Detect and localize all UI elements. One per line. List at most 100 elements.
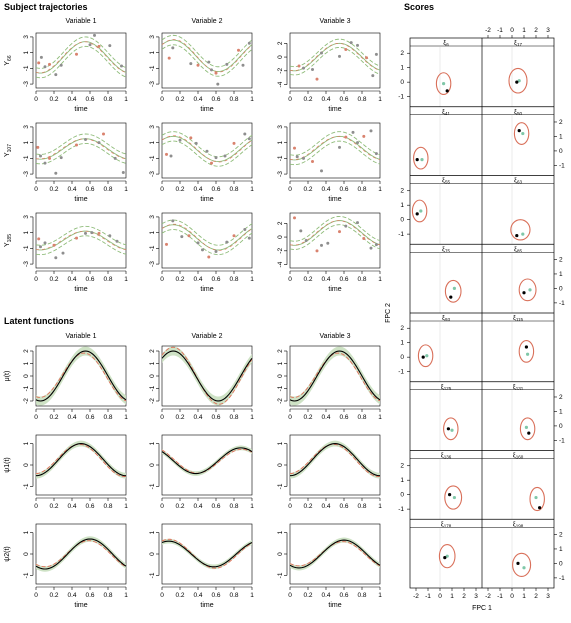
latent-x-tick-label: 0.4	[193, 414, 202, 421]
traj-y-tick-label: 1	[23, 230, 30, 234]
traj-observation-point	[43, 65, 47, 69]
traj-mean-line	[35, 138, 127, 160]
traj-lower-band-line	[35, 45, 127, 79]
latent-y-tick-label: 0	[149, 463, 156, 467]
traj-observation-point	[90, 231, 94, 235]
latent-x-tick-label: 0	[160, 414, 164, 421]
traj-x-tick-label: 0	[34, 186, 38, 193]
traj-observation-point	[97, 44, 101, 48]
latent-true-line	[161, 540, 253, 568]
traj-upper-band-line	[289, 215, 381, 242]
traj-lower-band-line	[289, 140, 381, 166]
traj-observation-point	[293, 216, 296, 220]
latent-x-tick-label: 0	[34, 503, 38, 510]
scores-bottom-x-tick-label: 1	[450, 593, 454, 600]
traj-x-tick-label: 0.6	[85, 276, 94, 283]
latent-estimate-line	[35, 540, 127, 568]
traj-observation-point	[171, 219, 175, 223]
traj-observation-point	[302, 66, 305, 70]
latent-x-tick-label: 0	[160, 503, 164, 510]
latent-y-tick-label: 0	[149, 374, 156, 378]
scores-y-tick-label: 1	[400, 477, 404, 484]
latent-xlabel: time	[74, 602, 87, 609]
traj-observation-point	[247, 236, 251, 240]
traj-x-tick-label: 0.2	[303, 96, 312, 103]
score-panel-label: ξ6	[443, 40, 449, 48]
scores-bottom-x-tick-label: -2	[413, 593, 419, 600]
traj-observation-point	[374, 52, 378, 56]
latent-y-tick-label: 1	[277, 530, 284, 534]
latent-x-tick-label: 0.4	[321, 592, 330, 599]
latent-x-tick-label: 0.4	[67, 592, 76, 599]
latent-x-tick-label: 1	[378, 592, 382, 599]
traj-y-tick-label: -3	[23, 171, 30, 177]
latent-panel: 0 0.2 0.4 0.6 0.8 1 -2 -1 0 1 2	[149, 345, 254, 421]
scores-y-tick-label: 0	[559, 148, 563, 155]
traj-observation-point	[311, 160, 314, 163]
latent-x-tick-label: 1	[250, 503, 254, 510]
traj-x-tick-label: 0.4	[67, 186, 76, 193]
traj-y-tick-label: -1	[277, 155, 284, 161]
score-panel-label-sub: 6	[446, 42, 449, 47]
traj-observation-point	[54, 171, 58, 175]
traj-row-ylabel: Y107	[4, 144, 13, 157]
traj-observation-point	[37, 237, 41, 241]
scores-lattice: ξ6 ξ17 ξ41 ξ50 ξ55 ξ63 ξ75 ξ85 ξ93 ξ115 ξ125 ξ131 ξ1…	[385, 27, 565, 612]
traj-row-ylabel: Y66	[4, 55, 13, 65]
traj-x-tick-label: 0	[160, 186, 164, 193]
score-credible-ellipse	[519, 417, 536, 441]
traj-observation-point	[54, 73, 58, 77]
traj-frame	[35, 212, 127, 269]
score-panel-label-sub: 136	[444, 455, 452, 460]
score-credible-ellipse	[444, 279, 462, 303]
traj-observation-point	[243, 132, 247, 136]
latent-y-tick-label: 2	[23, 349, 30, 353]
score-estimate-point	[515, 80, 519, 84]
scores-bottom-x-tick-label: 3	[474, 593, 478, 600]
traj-y-tick-label: 1	[277, 140, 284, 144]
traj-y-tick-label: -1	[149, 155, 156, 161]
traj-x-tick-label: 0.4	[321, 276, 330, 283]
latent-estimate-line	[289, 541, 381, 567]
traj-observation-point	[39, 55, 43, 59]
traj-upper-band-line	[289, 131, 381, 156]
score-credible-ellipse	[518, 278, 537, 302]
scores-y-tick-label: 1	[559, 271, 563, 278]
traj-observation-point	[205, 149, 209, 153]
score-panel-label-sub: 55	[445, 180, 451, 185]
traj-y-tick-label: -1	[23, 65, 30, 71]
traj-observation-point	[326, 241, 330, 245]
traj-y-tick-label: -2	[277, 248, 284, 254]
traj-observation-point	[351, 130, 355, 134]
traj-observation-point	[338, 145, 341, 149]
latent-frame	[161, 345, 253, 407]
traj-x-tick-label: 0.6	[339, 96, 348, 103]
latent-x-tick-label: 0.4	[67, 503, 76, 510]
latent-panel: 0 0.2 0.4 0.6 0.8 1 -2 -1 0 1 2	[23, 345, 128, 421]
traj-lower-band-line	[35, 235, 127, 256]
traj-observation-point	[48, 62, 51, 66]
latent-x-tick-label: 0	[34, 592, 38, 599]
traj-red-estimate-line	[35, 230, 127, 251]
traj-red-estimate-line	[161, 135, 253, 163]
latent-y-tick-label: -1	[277, 483, 284, 489]
score-estimate-point	[515, 233, 519, 238]
scores-y-tick-label: 2	[400, 463, 404, 470]
latent-x-tick-label: 0.6	[211, 414, 220, 421]
traj-observation-point	[247, 41, 251, 45]
latent-column-title: Variable 3	[319, 333, 350, 340]
traj-x-tick-label: 0.4	[193, 96, 202, 103]
traj-xlabel: time	[200, 106, 213, 113]
traj-x-tick-label: 0.6	[211, 96, 220, 103]
traj-observation-point	[320, 243, 323, 247]
traj-x-tick-label: 0.2	[49, 276, 58, 283]
traj-red-estimate-line	[161, 223, 253, 251]
latent-x-tick-label: 0	[288, 414, 292, 421]
traj-observation-point	[75, 143, 78, 147]
score-panel-label: ξ125	[441, 383, 452, 391]
traj-observation-point	[311, 67, 314, 71]
traj-x-tick-label: 0.4	[67, 96, 76, 103]
latent-y-tick-label: 1	[23, 441, 30, 445]
score-true-point	[517, 79, 521, 83]
traj-y-tick-label: 1	[149, 230, 156, 234]
